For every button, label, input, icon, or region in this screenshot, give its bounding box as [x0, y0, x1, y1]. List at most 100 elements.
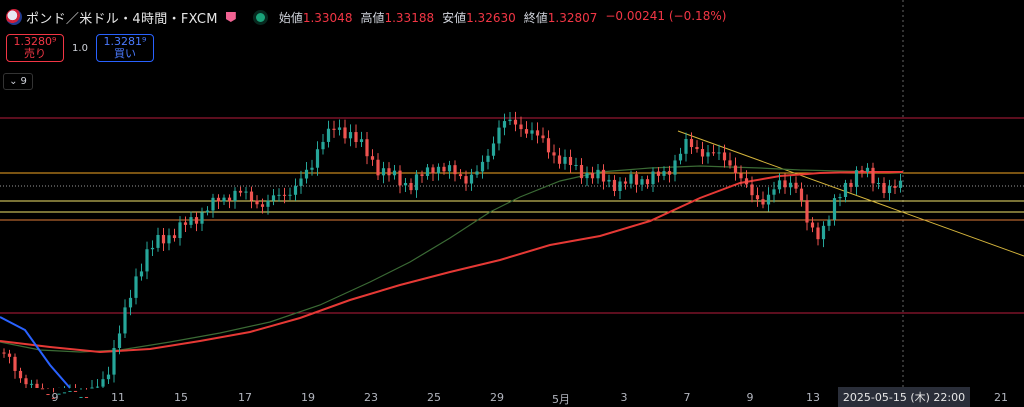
candle-body	[354, 132, 358, 143]
candle-body	[739, 173, 743, 179]
candle-body	[667, 171, 672, 175]
candle-body	[172, 235, 177, 239]
x-tick: 25	[427, 391, 441, 404]
x-tick: 11	[111, 391, 125, 404]
moving-average-red	[0, 171, 903, 354]
candle-body	[491, 143, 496, 156]
candle-body	[35, 383, 39, 388]
candle-body	[634, 174, 639, 185]
candle-body	[717, 152, 721, 154]
candle-body	[425, 167, 430, 176]
market-status-dot[interactable]	[255, 12, 265, 22]
candle-body	[178, 222, 182, 239]
candle-body	[431, 167, 435, 174]
candle-body	[211, 197, 215, 211]
candle-body	[365, 139, 369, 157]
candle-body	[123, 307, 127, 334]
candle-body	[557, 155, 562, 164]
high-value: 1.33188	[384, 10, 435, 25]
time-axis[interactable]: 9 11 15 17 19 23 25 29 5月 3 7 9 13 21	[0, 388, 1024, 407]
candle-body	[260, 204, 265, 207]
buy-button[interactable]: 1.3281⁹ 買い	[96, 34, 154, 62]
candle-body	[447, 165, 452, 172]
candle-body	[216, 197, 221, 202]
candle-body	[887, 185, 892, 194]
sell-label: 売り	[24, 47, 46, 60]
candle-body	[150, 247, 155, 250]
candle-body	[827, 219, 831, 226]
candle-body	[376, 159, 380, 176]
candle-body	[645, 179, 650, 185]
symbol-title[interactable]: ポンド／米ドル・4時間・FXCM	[26, 11, 218, 27]
crosshair-time-label: 2025-05-15 (木) 22:00	[838, 387, 970, 407]
candle-body	[299, 178, 303, 186]
candle-body	[629, 174, 633, 184]
candle-body	[101, 379, 105, 387]
candle-body	[662, 171, 666, 176]
candle-body	[112, 347, 116, 375]
candle-body	[656, 171, 661, 176]
candle-body	[750, 184, 754, 196]
candle-body	[183, 222, 188, 225]
candle-body	[29, 383, 34, 385]
candle-body	[722, 152, 727, 161]
candle-body	[145, 249, 149, 272]
low-label: 安値	[442, 10, 467, 25]
sell-button[interactable]: 1.3280⁹ 売り	[6, 34, 64, 62]
x-tick: 15	[174, 391, 188, 404]
currency-flag-icon	[6, 9, 22, 25]
candle-body	[893, 185, 897, 188]
candle-body	[733, 165, 738, 174]
candle-body	[321, 141, 325, 150]
candle-body	[359, 139, 364, 143]
candle-body	[233, 190, 237, 202]
close-value: 1.32807	[547, 10, 598, 25]
indicator-flag-icon[interactable]	[225, 12, 236, 22]
moving-average-green	[0, 165, 904, 353]
candle-body	[128, 297, 133, 308]
candle-body	[552, 152, 556, 156]
candle-body	[821, 225, 826, 240]
candle-body	[508, 119, 512, 122]
candle-body	[244, 191, 248, 193]
trade-buttons: 1.3280⁹ 売り 1.0 1.3281⁹ 買い	[6, 34, 154, 62]
candle-body	[453, 165, 457, 175]
x-tick: 17	[238, 391, 252, 404]
candle-body	[783, 180, 787, 188]
candle-body	[799, 188, 804, 201]
spread-value: 1.0	[72, 42, 88, 54]
open-label: 始値	[278, 10, 303, 25]
candle-body	[398, 170, 402, 186]
chart-header: ポンド／米ドル・4時間・FXCM 始値1.33048 高値1.33188 安値1…	[0, 0, 1024, 34]
trendline[interactable]	[677, 130, 1024, 257]
ohlc-values: 始値1.33048 高値1.33188 安値1.32630 終値1.32807 …	[279, 9, 727, 26]
candle-body	[761, 199, 765, 205]
x-tick: 13	[806, 391, 820, 404]
candle-body	[480, 161, 485, 172]
candle-body	[255, 200, 259, 205]
candle-body	[882, 183, 886, 194]
candle-body	[711, 152, 716, 154]
moving-average-blue	[0, 316, 71, 389]
candle-body	[2, 352, 6, 354]
candle-body	[337, 127, 342, 130]
candle-body	[79, 396, 83, 398]
x-tick: 23	[364, 391, 378, 404]
candle-body	[843, 182, 848, 197]
candle-body	[194, 217, 199, 224]
candle-body	[854, 170, 859, 187]
indicators-toggle[interactable]: ⌄ 9	[3, 73, 33, 90]
candle-body	[563, 156, 567, 164]
candle-body	[673, 160, 677, 175]
candle-body	[585, 172, 589, 179]
change-value: −0.00241 (−0.18%)	[605, 8, 727, 23]
candle-body	[898, 180, 903, 188]
high-label: 高値	[360, 10, 385, 25]
candle-body	[200, 212, 204, 224]
candle-body	[18, 370, 23, 379]
low-value: 1.32630	[466, 10, 516, 25]
candle-body	[651, 171, 655, 185]
candle-body	[288, 194, 292, 196]
candle-body	[810, 222, 815, 228]
